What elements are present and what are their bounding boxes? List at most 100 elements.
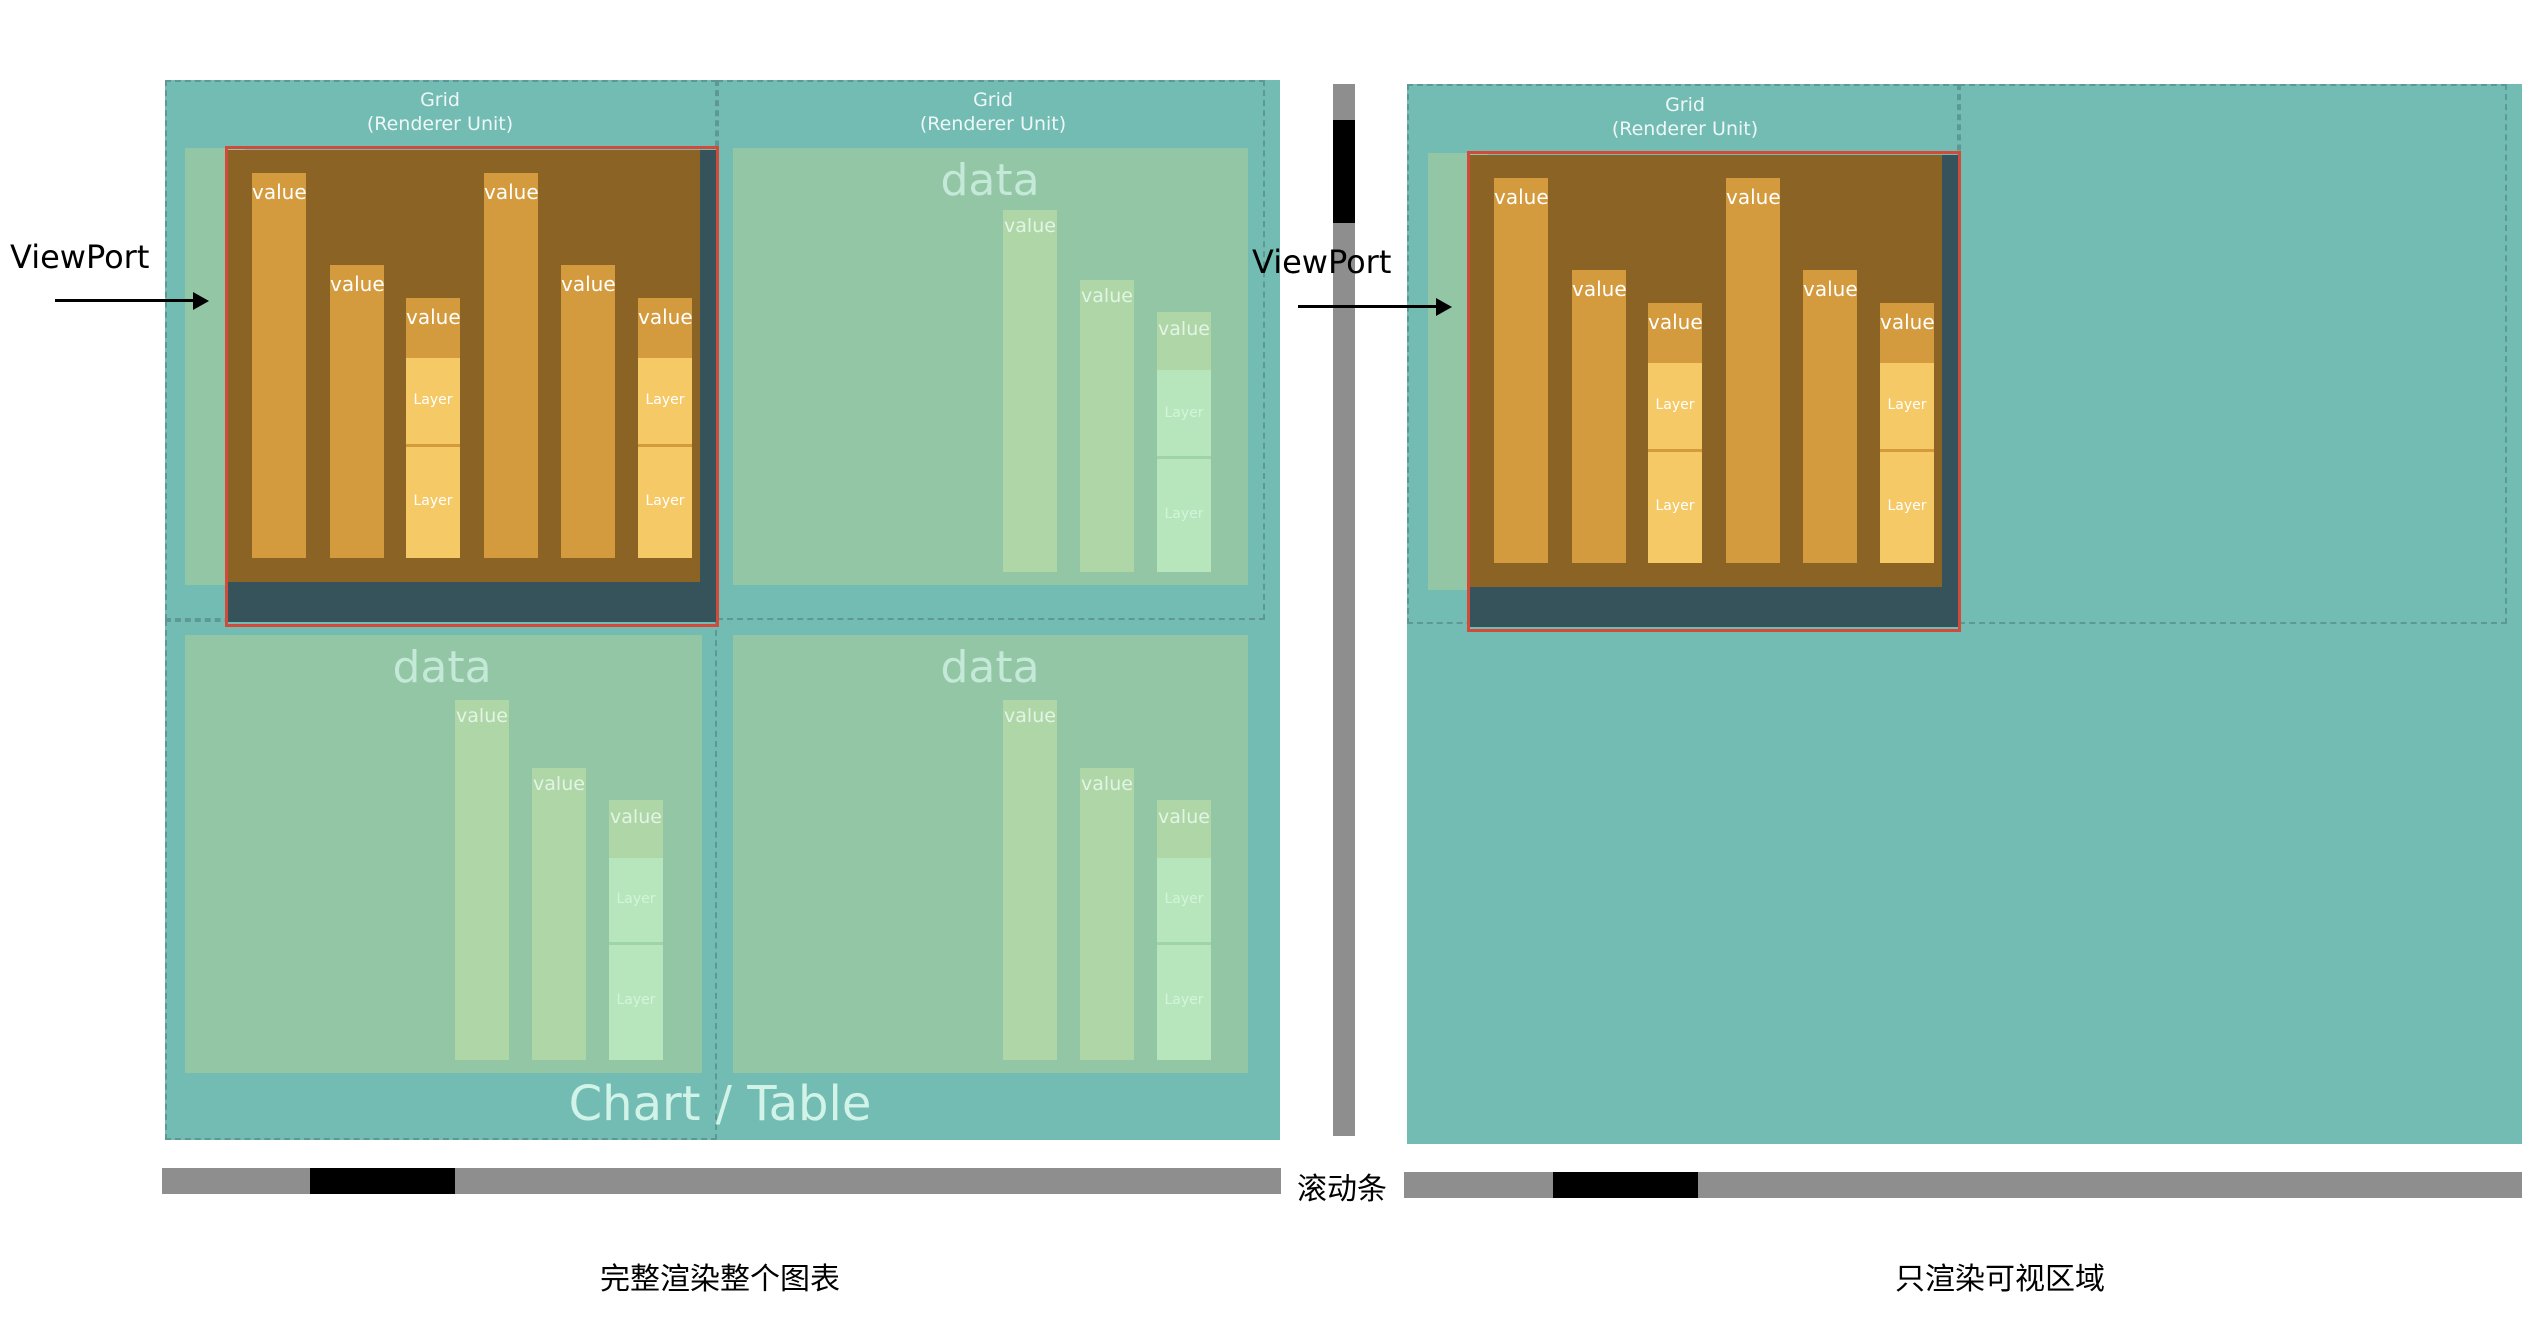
layer-segment	[609, 945, 663, 1060]
grid-label-line2: (Renderer Unit)	[1611, 118, 1759, 140]
layer-label: Layer	[1164, 992, 1204, 1008]
right-viewport-shadow-right	[1942, 155, 1958, 625]
value-label: value	[330, 272, 385, 296]
layer-separator	[406, 444, 460, 447]
bar	[406, 298, 460, 358]
layer-segment	[638, 358, 692, 446]
value-label: value	[533, 773, 585, 795]
value-label: value	[484, 180, 539, 204]
layer-segment	[406, 447, 460, 558]
layer-label: Layer	[616, 992, 656, 1008]
bar	[252, 173, 306, 558]
layer-label: Layer	[413, 392, 453, 408]
value-label: value	[406, 305, 461, 329]
value-label: value	[1081, 773, 1133, 795]
data-title: data	[940, 155, 1040, 206]
right-grid-top-right-outline	[1959, 84, 2507, 624]
left-data-panel-top-left	[228, 150, 700, 582]
value-label: value	[1726, 185, 1781, 209]
layer-separator	[1157, 942, 1211, 945]
right-grid-label: Grid (Renderer Unit)	[1535, 93, 1835, 141]
layer-segment	[1648, 452, 1702, 563]
bar	[1880, 303, 1934, 363]
value-label: value	[561, 272, 616, 296]
value-label: value	[252, 180, 307, 204]
layer-label: Layer	[616, 891, 656, 907]
bar	[1080, 768, 1134, 1060]
value-label: value	[456, 705, 508, 727]
value-label: value	[1572, 277, 1627, 301]
bar	[609, 800, 663, 858]
right-horizontal-scroll-thumb[interactable]	[1553, 1172, 1698, 1198]
viewport-label-right: ViewPort	[1252, 243, 1392, 281]
right-data-panel	[1470, 155, 1942, 587]
left-grid-label-2: Grid (Renderer Unit)	[843, 88, 1143, 136]
bar	[561, 265, 615, 558]
grid-label-line1: Grid	[973, 89, 1013, 111]
layer-separator	[1880, 449, 1934, 452]
bar	[1648, 303, 1702, 363]
layer-separator	[1157, 456, 1211, 459]
value-label: value	[1004, 215, 1056, 237]
value-label: value	[1158, 806, 1210, 828]
bar	[1080, 280, 1134, 572]
left-viewport-frame	[225, 146, 719, 627]
grid-label-line1: Grid	[1665, 94, 1705, 116]
vertical-scroll-thumb[interactable]	[1333, 120, 1355, 223]
left-viewport-shadow-right	[700, 150, 716, 620]
bar	[638, 298, 692, 358]
bar	[455, 700, 509, 1060]
layer-separator	[1648, 449, 1702, 452]
bar	[1157, 312, 1211, 370]
data-title: data	[940, 642, 1040, 693]
value-label: value	[610, 806, 662, 828]
bar	[1003, 210, 1057, 572]
layer-label: Layer	[1164, 891, 1204, 907]
layer-segment	[638, 447, 692, 558]
layer-label: Layer	[1655, 397, 1695, 413]
right-caption: 只渲染可视区域	[1895, 1262, 2105, 1297]
value-label: value	[1081, 285, 1133, 307]
layer-segment	[609, 858, 663, 944]
value-label: value	[1880, 310, 1935, 334]
viewport-arrow-right-line	[1298, 305, 1438, 308]
value-label: value	[1494, 185, 1549, 209]
bar	[1572, 270, 1626, 563]
layer-label: Layer	[1655, 498, 1695, 514]
layer-label: Layer	[1164, 405, 1204, 421]
right-viewport-frame	[1467, 151, 1961, 632]
bar	[484, 173, 538, 558]
layer-separator	[609, 942, 663, 945]
left-grid-label-1: Grid (Renderer Unit)	[290, 88, 590, 136]
value-label: value	[1158, 318, 1210, 340]
grid-label-line2: (Renderer Unit)	[366, 113, 514, 135]
viewport-arrow-left-line	[55, 299, 195, 302]
layer-separator	[638, 444, 692, 447]
value-label: value	[1648, 310, 1703, 334]
layer-segment	[406, 358, 460, 446]
bar	[1157, 800, 1211, 858]
layer-segment	[1157, 459, 1211, 572]
left-horizontal-scroll-thumb[interactable]	[310, 1168, 455, 1194]
grid-label-line1: Grid	[420, 89, 460, 111]
layer-label: Layer	[645, 392, 685, 408]
scrollbar-label: 滚动条	[1297, 1172, 1387, 1207]
vertical-scrollbar[interactable]	[1333, 84, 1355, 1136]
layer-label: Layer	[1164, 506, 1204, 522]
chart-table-title: Chart / Table	[568, 1076, 872, 1132]
viewport-label-left: ViewPort	[10, 238, 150, 276]
layer-segment	[1157, 945, 1211, 1060]
layer-segment	[1157, 858, 1211, 944]
layer-segment	[1880, 363, 1934, 451]
value-label: value	[638, 305, 693, 329]
data-title: data	[392, 642, 492, 693]
bar	[1803, 270, 1857, 563]
left-caption: 完整渲染整个图表	[600, 1262, 840, 1297]
layer-label: Layer	[645, 493, 685, 509]
right-viewport-shadow-bottom	[1470, 587, 1958, 627]
bar	[1003, 700, 1057, 1060]
bar	[532, 768, 586, 1060]
layer-label: Layer	[413, 493, 453, 509]
bar	[1726, 178, 1780, 563]
layer-segment	[1157, 370, 1211, 458]
